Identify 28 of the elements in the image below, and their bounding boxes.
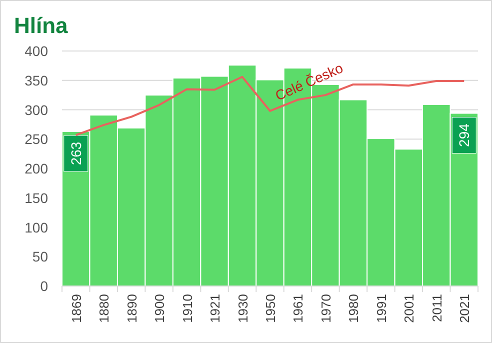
x-tick-label: 1961 [290, 294, 306, 323]
x-tick-label: 1910 [180, 294, 195, 323]
y-tick-label: 150 [24, 190, 48, 206]
x-tick-label: 1869 [68, 294, 84, 323]
x-tick-label: 1900 [152, 294, 168, 323]
y-tick-label: 300 [24, 102, 48, 118]
x-tick-label: 1921 [208, 294, 223, 323]
y-tick-label: 200 [24, 160, 48, 176]
y-tick-label: 50 [32, 248, 48, 265]
y-tick-label: 400 [24, 43, 48, 59]
x-tick-label: 2001 [402, 294, 417, 323]
x-tick-label: 2021 [457, 294, 472, 323]
x-tick-label: 1880 [96, 294, 112, 323]
y-tick-label: 350 [24, 72, 48, 88]
x-tick-label: 2011 [429, 294, 444, 322]
data-label: 294 [456, 123, 472, 147]
y-tick-label: 250 [24, 131, 48, 148]
y-tick-label: 0 [40, 278, 48, 294]
x-tick-label: 1970 [318, 294, 334, 323]
y-tick-label: 100 [24, 219, 48, 236]
data-label: 263 [68, 142, 84, 166]
text: Celé Česko [272, 60, 346, 104]
x-tick-label: 1980 [346, 294, 362, 323]
x-tick-label: 1890 [124, 294, 140, 323]
x-tick-label: 1950 [263, 294, 278, 323]
x-tick-label: 1930 [235, 294, 250, 323]
chart-title: Hlína [14, 13, 69, 38]
x-tick-label: 1991 [374, 294, 389, 323]
